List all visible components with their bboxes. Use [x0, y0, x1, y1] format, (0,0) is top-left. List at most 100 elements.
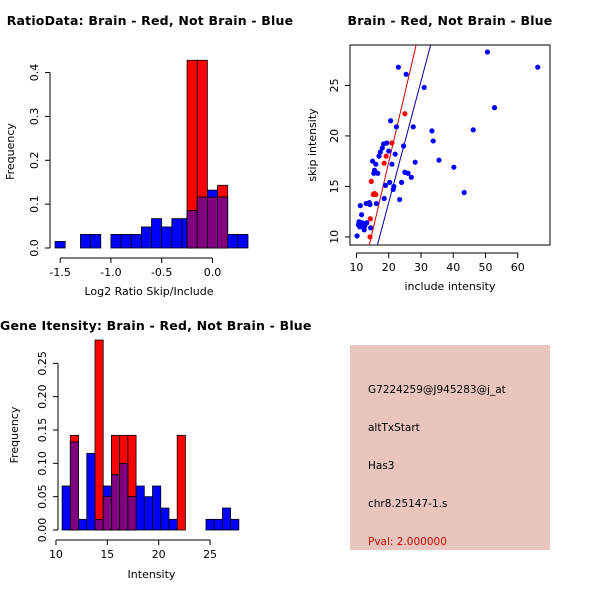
ratio-bar-overlap	[206, 196, 218, 249]
svg-text:-1.0: -1.0	[100, 266, 121, 279]
ratio-bar-overlap	[217, 196, 229, 249]
svg-text:50: 50	[478, 261, 492, 274]
scatter-point-not-brain	[386, 148, 392, 154]
svg-text:30: 30	[414, 261, 428, 274]
scatter-point-not-brain	[392, 151, 398, 157]
scatter-point-brain	[402, 111, 408, 117]
ratio-bar-not-brain	[54, 241, 66, 249]
info-probe-id: G7224259@J945283@j_at	[368, 384, 506, 396]
gene-y-axis-label: Frequency	[8, 406, 21, 463]
ratio-bar-not-brain	[161, 226, 173, 249]
info-pval: Pval: 2.000000	[368, 536, 447, 548]
scatter-point-not-brain	[421, 84, 427, 91]
scatter-point-not-brain	[387, 179, 393, 185]
gene-bar-not-brain	[86, 452, 96, 531]
svg-text:-0.5: -0.5	[151, 266, 172, 279]
scatter-point-not-brain	[376, 153, 382, 159]
scatter-x-axis-label: include intensity	[404, 280, 496, 293]
svg-text:-1.5: -1.5	[49, 266, 70, 279]
ratio-bar-not-brain	[227, 234, 239, 249]
scatter-point-not-brain	[436, 157, 442, 163]
gene-bar-not-brain	[168, 518, 178, 531]
ratio-bar-not-brain	[140, 226, 152, 249]
scatter-point-not-brain	[389, 161, 395, 167]
gene-histogram-title: Gene Itensity: Brain - Red, Not Brain - …	[0, 318, 312, 333]
scatter-point-brain	[373, 191, 379, 198]
scatter-point-brain	[368, 178, 374, 184]
scatter-point-not-brain	[382, 182, 389, 189]
ratio-bar-overlap	[196, 196, 208, 249]
gene-bar-overlap	[127, 496, 137, 531]
svg-text:0.25: 0.25	[36, 351, 49, 375]
gene-bar-brain	[176, 434, 186, 531]
svg-text:10: 10	[328, 230, 341, 244]
gene-bar-not-brain	[61, 485, 71, 531]
scatter-point-not-brain	[430, 138, 436, 144]
svg-text:20: 20	[152, 548, 166, 561]
panel-scatter: Brain - Red, Not Brain - Blue 10 15 20 25 sk…	[300, 0, 600, 300]
scatter-point-not-brain	[412, 159, 418, 165]
scatter-point-not-brain	[391, 183, 397, 190]
ratio-bar-overlap	[186, 210, 198, 249]
ratio-bar-not-brain	[80, 234, 92, 249]
scatter-point-not-brain	[397, 196, 403, 203]
scatter-point-not-brain	[354, 233, 360, 239]
gene-bar-overlap	[102, 496, 112, 531]
gene-bar-overlap	[94, 518, 104, 531]
info-gene-symbol: Has3	[368, 460, 395, 472]
gene-bar-overlap	[69, 441, 79, 531]
scatter-point-not-brain	[373, 161, 379, 167]
ratio-x-axis-label: Log2 Ratio Skip/Include	[84, 285, 213, 298]
gene-bar-overlap	[119, 462, 129, 531]
scatter-point-not-brain	[403, 71, 409, 77]
scatter-point-not-brain	[408, 174, 414, 180]
scatter-point-not-brain	[395, 64, 401, 70]
gene-bar-not-brain	[78, 518, 88, 531]
scatter-point-not-brain	[368, 225, 374, 231]
scatter-point-not-brain	[357, 203, 363, 209]
gene-bar-not-brain	[230, 518, 240, 531]
ratio-histogram-title: RatioData: Brain - Red, Not Brain - Blue	[6, 13, 294, 28]
gene-bars	[61, 339, 240, 531]
ratio-bar-not-brain	[151, 218, 163, 249]
scatter-point-not-brain	[429, 128, 435, 134]
ratio-histogram-plot: 0.0 0.1 0.2 0.3 0.4 Frequency -1.5 -1.0 -0.5 0.0 L…	[4, 59, 249, 298]
ratio-bar-not-brain	[110, 234, 122, 249]
gene-bar-not-brain	[152, 485, 162, 531]
svg-text:25: 25	[328, 78, 341, 92]
svg-text:0.3: 0.3	[28, 108, 41, 126]
svg-text:0.2: 0.2	[28, 152, 41, 170]
svg-text:25: 25	[203, 548, 217, 561]
scatter-point-not-brain	[535, 64, 541, 70]
panel-gene-histogram: Gene Itensity: Brain - Red, Not Brain - …	[0, 300, 312, 600]
scatter-title: Brain - Red, Not Brain - Blue	[347, 13, 553, 28]
gene-x-axis-label: Intensity	[128, 568, 176, 581]
svg-text:0.00: 0.00	[36, 518, 49, 543]
gene-bar-overlap	[111, 474, 121, 531]
scatter-point-not-brain	[384, 140, 390, 146]
ratio-bar-not-brain	[130, 234, 142, 249]
scatter-point-not-brain	[461, 189, 467, 196]
scatter-point-not-brain	[361, 227, 367, 233]
svg-text:60: 60	[511, 261, 525, 274]
svg-text:15: 15	[328, 179, 341, 193]
svg-text:0.20: 0.20	[36, 384, 49, 409]
svg-text:20: 20	[328, 129, 341, 143]
scatter-point-not-brain	[377, 149, 383, 155]
svg-text:0.0: 0.0	[204, 266, 222, 279]
gene-histogram-plot: 0.00 0.05 0.10 0.15 0.20 0.25 Frequency 10 15 20 2…	[8, 339, 240, 581]
scatter-frame	[349, 44, 551, 246]
ratio-bar-not-brain	[120, 234, 132, 249]
scatter-point-not-brain	[400, 143, 407, 149]
svg-text:0.1: 0.1	[28, 195, 41, 213]
scatter-point-not-brain	[375, 170, 381, 176]
scatter-point-brain	[381, 160, 387, 166]
svg-text:0.10: 0.10	[36, 451, 49, 476]
ratio-bar-not-brain	[171, 218, 183, 249]
scatter-point-brain	[367, 216, 373, 222]
scatter-point-not-brain	[491, 105, 498, 111]
gene-bar-not-brain	[213, 518, 223, 531]
gene-bar-not-brain	[135, 485, 145, 531]
scatter-plot: 10 15 20 25 skip intensity 10 20 30 40 50 60 includ…	[306, 44, 551, 293]
